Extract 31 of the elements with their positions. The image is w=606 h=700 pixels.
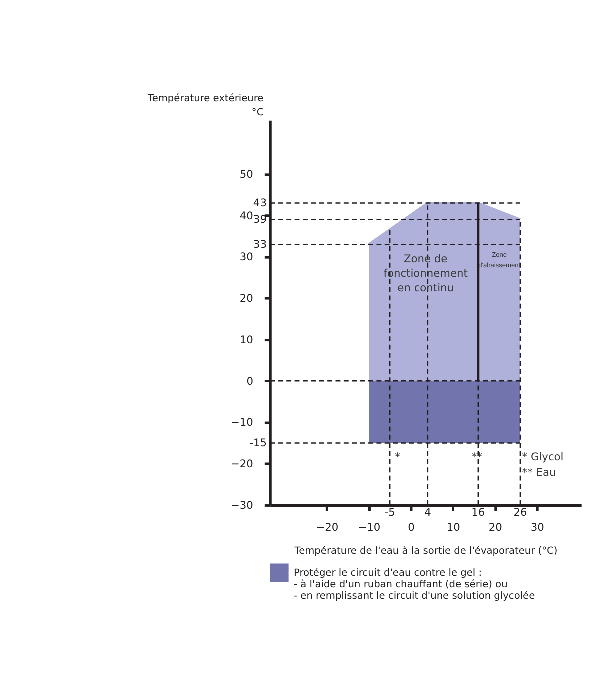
y-tick-label: −10: [231, 416, 254, 430]
y-tick-label: 10: [240, 333, 254, 346]
x-tick-label: 0: [408, 521, 416, 534]
ref-line-label: 26: [514, 506, 528, 519]
x-tick-label: 30: [530, 521, 545, 534]
annotation: **: [472, 450, 482, 464]
annotation: * Glycol: [522, 450, 564, 464]
ref-line-label: -5: [384, 506, 396, 519]
x-tick-label: 20: [488, 521, 503, 534]
y-tick-label: −20: [231, 458, 254, 471]
ref-line-label: -15: [250, 436, 267, 450]
annotation: Zone de fonctionnement en continu: [384, 252, 468, 295]
x-tick-label: 10: [446, 521, 461, 534]
x-axis-title: Température de l'eau à la sortie de l'évaporateur (°C): [294, 546, 558, 558]
ref-line-label: 33: [253, 238, 267, 251]
y-tick-label: 50: [240, 168, 254, 181]
y-tick-label: −30: [231, 499, 254, 512]
x-tick-label: −20: [316, 521, 339, 534]
y-tick-label: 20: [240, 292, 254, 306]
ref-line-label: 16: [472, 506, 486, 519]
annotation: ** Eau: [522, 466, 556, 479]
ref-line-label: 43: [253, 196, 267, 210]
x-tick-label: −10: [358, 521, 381, 534]
y-tick-label: 0: [246, 374, 254, 388]
legend-label: Protéger le circuit d'eau contre le gel : - à l'aide d'un ruban chauffant (de série) ou - en remplissant le circuit d'une solution glycolée: [294, 568, 536, 602]
annotation: *: [395, 450, 400, 464]
ref-line-label: 4: [424, 506, 432, 519]
y-axis-title: Température extérieure °C: [146, 94, 264, 119]
y-tick-label: 30: [240, 250, 254, 264]
y-tick-label: 40: [240, 209, 254, 222]
ref-line-label: 39: [253, 213, 268, 226]
